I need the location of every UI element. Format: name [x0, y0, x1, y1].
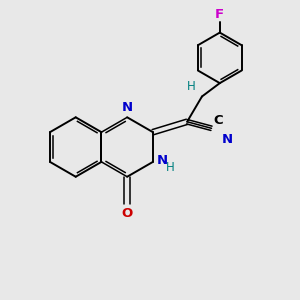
Text: F: F — [215, 8, 224, 21]
Text: C: C — [213, 114, 223, 127]
Text: N: N — [122, 101, 133, 114]
Text: H: H — [166, 161, 175, 174]
Text: H: H — [187, 80, 195, 93]
Text: O: O — [122, 207, 133, 220]
Text: N: N — [222, 133, 233, 146]
Text: N: N — [157, 154, 168, 167]
